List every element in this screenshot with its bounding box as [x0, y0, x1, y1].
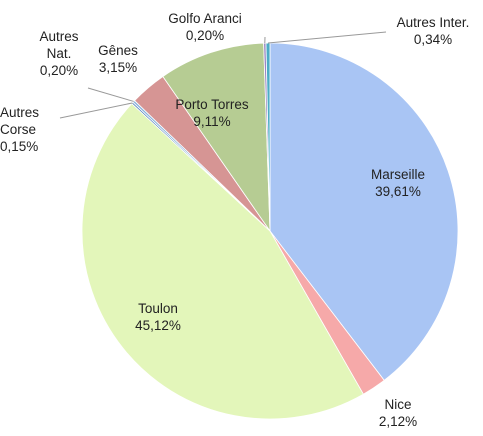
value-label: 0,20% — [39, 63, 79, 78]
slice-label: Autres Corse 0,15% — [0, 104, 60, 155]
value-label: 2,12% — [378, 414, 418, 429]
category-name: Autres Nat. — [39, 29, 79, 61]
value-label: 39,61% — [375, 184, 421, 199]
slice-label: Autres Inter. 0,34% — [384, 14, 482, 48]
slice-label: Gênes 3,15% — [90, 42, 146, 76]
leader-line — [59, 102, 133, 119]
category-name: Autres Corse — [0, 105, 40, 137]
value-label: 3,15% — [98, 60, 138, 75]
slice-label: Autres Nat. 0,20% — [30, 28, 88, 79]
value-label: 0,15% — [0, 139, 39, 154]
category-name: Toulon — [138, 301, 178, 316]
value-label: 9,11% — [193, 114, 231, 129]
category-name: Gênes — [98, 43, 138, 58]
slice-label: Marseille 39,61% — [358, 166, 438, 200]
pie-slice — [162, 42, 271, 233]
category-name: Autres Inter. — [396, 15, 470, 30]
value-label: 0,34% — [413, 32, 453, 47]
slice-label: Nice 2,12% — [370, 396, 426, 430]
category-name: Porto Torres — [175, 97, 249, 112]
leader-line — [267, 31, 387, 44]
category-name: Nice — [384, 397, 412, 412]
value-label: 0,20% — [185, 28, 225, 43]
pie-slice — [269, 42, 459, 381]
slice-label: Toulon 45,12% — [118, 300, 198, 334]
leader-line — [87, 87, 134, 102]
value-label: 45,12% — [135, 318, 181, 333]
category-name: Marseille — [370, 167, 425, 182]
slice-label: Golfo Aranci 0,20% — [150, 10, 260, 44]
slice-label: Porto Torres 9,11% — [160, 96, 264, 130]
pie-slice — [81, 103, 364, 420]
category-name: Golfo Aranci — [168, 11, 242, 26]
